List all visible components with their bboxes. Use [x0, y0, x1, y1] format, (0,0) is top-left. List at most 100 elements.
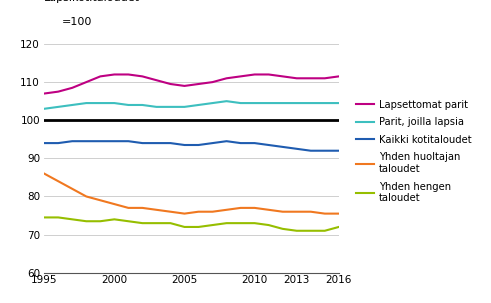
Kaikki kotitaloudet	[252, 141, 258, 145]
Text: Lapsikotitaloudet: Lapsikotitaloudet	[44, 0, 140, 3]
Parit, joilla lapsia	[266, 101, 272, 105]
Lapsettomat parit	[266, 73, 272, 76]
Parit, joilla lapsia	[223, 99, 229, 103]
Lapsettomat parit	[83, 80, 89, 84]
Kaikki kotitaloudet	[55, 141, 61, 145]
Lapsettomat parit	[167, 82, 173, 86]
Line: Yhden hengen
taloudet: Yhden hengen taloudet	[44, 218, 339, 231]
Lapsettomat parit	[336, 75, 342, 78]
Kaikki kotitaloudet	[238, 141, 244, 145]
Lapsettomat parit	[322, 76, 327, 80]
Yhden hengen
taloudet	[69, 218, 75, 221]
Yhden hengen
taloudet	[266, 223, 272, 227]
Yhden hengen
taloudet	[125, 219, 131, 223]
Kaikki kotitaloudet	[182, 143, 188, 147]
Yhden huoltajan
taloudet	[336, 212, 342, 215]
Parit, joilla lapsia	[322, 101, 327, 105]
Lapsettomat parit	[139, 75, 145, 78]
Parit, joilla lapsia	[55, 105, 61, 109]
Kaikki kotitaloudet	[280, 145, 286, 149]
Yhden huoltajan
taloudet	[182, 212, 188, 215]
Yhden huoltajan
taloudet	[322, 212, 327, 215]
Parit, joilla lapsia	[125, 103, 131, 107]
Parit, joilla lapsia	[111, 101, 117, 105]
Kaikki kotitaloudet	[83, 139, 89, 143]
Kaikki kotitaloudet	[167, 141, 173, 145]
Parit, joilla lapsia	[182, 105, 188, 109]
Lapsettomat parit	[41, 92, 47, 95]
Yhden hengen
taloudet	[195, 225, 201, 229]
Yhden huoltajan
taloudet	[280, 210, 286, 214]
Kaikki kotitaloudet	[195, 143, 201, 147]
Yhden hengen
taloudet	[322, 229, 327, 233]
Kaikki kotitaloudet	[294, 147, 300, 151]
Lapsettomat parit	[238, 75, 244, 78]
Lapsettomat parit	[252, 73, 258, 76]
Text: =100: =100	[62, 17, 92, 27]
Parit, joilla lapsia	[69, 103, 75, 107]
Kaikki kotitaloudet	[69, 139, 75, 143]
Yhden hengen
taloudet	[308, 229, 314, 233]
Yhden huoltajan
taloudet	[167, 210, 173, 214]
Lapsettomat parit	[308, 76, 314, 80]
Parit, joilla lapsia	[41, 107, 47, 111]
Yhden hengen
taloudet	[167, 221, 173, 225]
Kaikki kotitaloudet	[266, 143, 272, 147]
Lapsettomat parit	[55, 90, 61, 93]
Yhden hengen
taloudet	[55, 216, 61, 219]
Parit, joilla lapsia	[252, 101, 258, 105]
Parit, joilla lapsia	[97, 101, 103, 105]
Yhden hengen
taloudet	[336, 225, 342, 229]
Yhden hengen
taloudet	[111, 218, 117, 221]
Yhden hengen
taloudet	[182, 225, 188, 229]
Lapsettomat parit	[195, 82, 201, 86]
Lapsettomat parit	[182, 84, 188, 88]
Parit, joilla lapsia	[336, 101, 342, 105]
Kaikki kotitaloudet	[139, 141, 145, 145]
Yhden huoltajan
taloudet	[55, 179, 61, 183]
Lapsettomat parit	[125, 73, 131, 76]
Lapsettomat parit	[69, 86, 75, 90]
Kaikki kotitaloudet	[223, 139, 229, 143]
Yhden huoltajan
taloudet	[41, 172, 47, 175]
Kaikki kotitaloudet	[111, 139, 117, 143]
Kaikki kotitaloudet	[125, 139, 131, 143]
Yhden hengen
taloudet	[83, 219, 89, 223]
Kaikki kotitaloudet	[308, 149, 314, 152]
Yhden hengen
taloudet	[97, 219, 103, 223]
Yhden huoltajan
taloudet	[238, 206, 244, 210]
Yhden huoltajan
taloudet	[308, 210, 314, 214]
Line: Kaikki kotitaloudet: Kaikki kotitaloudet	[44, 141, 339, 151]
Parit, joilla lapsia	[139, 103, 145, 107]
Yhden huoltajan
taloudet	[294, 210, 300, 214]
Yhden hengen
taloudet	[280, 227, 286, 231]
Yhden hengen
taloudet	[252, 221, 258, 225]
Parit, joilla lapsia	[195, 103, 201, 107]
Parit, joilla lapsia	[308, 101, 314, 105]
Legend: Lapsettomat parit, Parit, joilla lapsia, Kaikki kotitaloudet, Yhden huoltajan
ta: Lapsettomat parit, Parit, joilla lapsia,…	[356, 100, 472, 203]
Yhden huoltajan
taloudet	[210, 210, 216, 214]
Yhden hengen
taloudet	[139, 221, 145, 225]
Lapsettomat parit	[210, 80, 216, 84]
Yhden huoltajan
taloudet	[97, 198, 103, 202]
Line: Yhden huoltajan
taloudet: Yhden huoltajan taloudet	[44, 174, 339, 214]
Yhden huoltajan
taloudet	[83, 195, 89, 198]
Lapsettomat parit	[223, 76, 229, 80]
Yhden huoltajan
taloudet	[252, 206, 258, 210]
Parit, joilla lapsia	[210, 101, 216, 105]
Parit, joilla lapsia	[154, 105, 160, 109]
Yhden hengen
taloudet	[210, 223, 216, 227]
Yhden hengen
taloudet	[154, 221, 160, 225]
Yhden huoltajan
taloudet	[111, 202, 117, 206]
Yhden hengen
taloudet	[41, 216, 47, 219]
Parit, joilla lapsia	[167, 105, 173, 109]
Kaikki kotitaloudet	[210, 141, 216, 145]
Yhden hengen
taloudet	[294, 229, 300, 233]
Line: Lapsettomat parit: Lapsettomat parit	[44, 75, 339, 94]
Yhden huoltajan
taloudet	[195, 210, 201, 214]
Parit, joilla lapsia	[238, 101, 244, 105]
Yhden huoltajan
taloudet	[266, 208, 272, 211]
Parit, joilla lapsia	[280, 101, 286, 105]
Lapsettomat parit	[154, 78, 160, 82]
Yhden huoltajan
taloudet	[223, 208, 229, 211]
